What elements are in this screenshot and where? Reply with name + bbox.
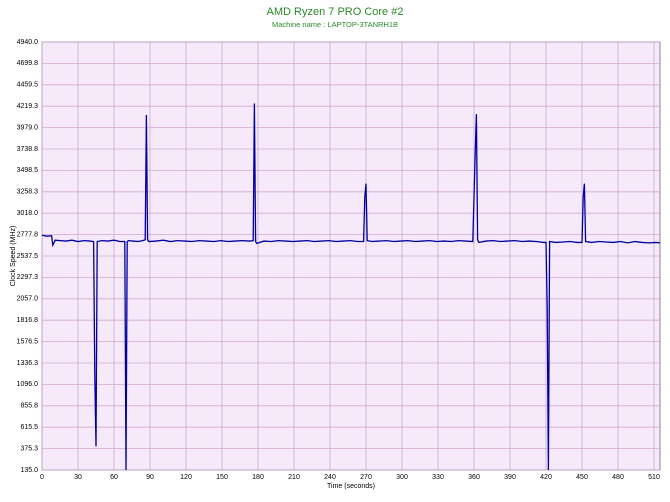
y-tick-label: 2057.0 (17, 296, 39, 303)
x-tick-label: 300 (396, 474, 408, 481)
y-tick-label: 1336.3 (17, 360, 39, 367)
x-tick-label: 120 (180, 474, 192, 481)
y-tick-label: 375.3 (20, 445, 38, 452)
y-tick-label: 4459.5 (17, 82, 39, 89)
y-tick-label: 1576.5 (17, 338, 39, 345)
x-tick-label: 240 (324, 474, 336, 481)
y-tick-label: 4699.8 (17, 60, 39, 67)
chart-subtitle: Machine name : LAPTOP-3TANRH1B (272, 20, 398, 29)
x-tick-label: 210 (288, 474, 300, 481)
y-tick-label: 3738.8 (17, 146, 39, 153)
y-tick-label: 615.5 (20, 424, 38, 431)
y-tick-label: 855.8 (20, 403, 38, 410)
x-tick-label: 150 (216, 474, 228, 481)
x-tick-label: 270 (360, 474, 372, 481)
x-tick-label: 60 (110, 474, 118, 481)
x-tick-label: 390 (504, 474, 516, 481)
x-tick-label: 480 (612, 474, 624, 481)
y-tick-label: 2537.5 (17, 253, 39, 260)
x-tick-label: 0 (40, 474, 44, 481)
y-axis-title: Clock Speed (MHz) (10, 226, 17, 287)
y-tick-label: 1816.8 (17, 317, 39, 324)
x-tick-label: 180 (252, 474, 264, 481)
y-tick-label: 1096.0 (17, 381, 39, 388)
data-line (41, 103, 661, 471)
y-tick-label: 4940.0 (17, 39, 39, 46)
y-tick-label: 3979.0 (17, 124, 39, 131)
y-tick-label: 3258.3 (17, 189, 39, 196)
x-tick-label: 450 (576, 474, 588, 481)
y-tick-label: 2777.8 (17, 231, 39, 238)
y-tick-label: 135.0 (20, 467, 38, 474)
x-tick-label: 360 (468, 474, 480, 481)
x-tick-label: 90 (146, 474, 154, 481)
x-tick-label: 510 (648, 474, 660, 481)
x-tick-label: 420 (540, 474, 552, 481)
y-tick-label: 3018.0 (17, 210, 39, 217)
y-tick-label: 3498.5 (17, 167, 39, 174)
x-axis-title: Time (seconds) (327, 483, 375, 490)
y-tick-label: 2297.3 (17, 274, 39, 281)
x-tick-label: 330 (432, 474, 444, 481)
chart-title: AMD Ryzen 7 PRO Core #2 (267, 6, 404, 18)
x-tick-label: 30 (74, 474, 82, 481)
y-tick-label: 4219.3 (17, 103, 39, 110)
